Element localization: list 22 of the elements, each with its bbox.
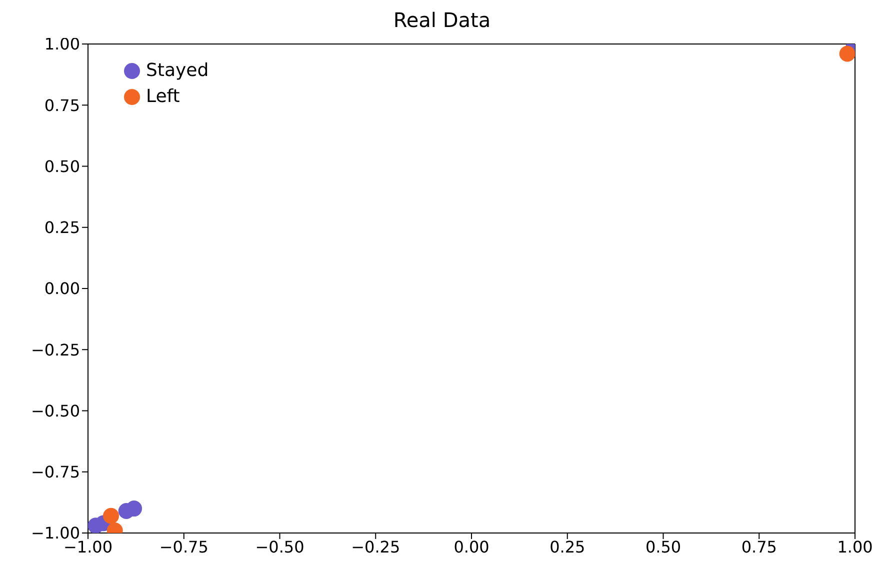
x-tick-label: −0.50 [255, 537, 304, 556]
x-tick-label: 0.25 [550, 537, 586, 556]
y-tick-label: 0.00 [44, 279, 80, 298]
point [126, 500, 142, 517]
y-tick-label: 0.50 [44, 156, 80, 176]
x-tick-label: 0.50 [645, 537, 682, 556]
y-tick-label: 1.00 [44, 34, 80, 54]
legend-label: Stayed [146, 59, 209, 83]
y-tick-label: 0.75 [44, 96, 80, 115]
point [103, 508, 120, 524]
y-tick-label: 0.25 [44, 218, 80, 238]
x-tick-label: −0.75 [159, 537, 208, 556]
y-tick-label: −0.25 [30, 340, 80, 360]
x-tick-label: 0.00 [454, 537, 490, 556]
y-tick-label: −0.75 [30, 462, 80, 482]
x-tick-label: 1.00 [837, 537, 873, 556]
legend-label: Left [146, 85, 180, 109]
x-tick-label: −0.25 [351, 537, 400, 556]
y-tick-label: −1.00 [30, 524, 80, 543]
y-tick-label: −0.50 [30, 401, 80, 420]
x-tick-label: 0.75 [741, 537, 777, 556]
chart-title: Real Data [393, 8, 491, 32]
